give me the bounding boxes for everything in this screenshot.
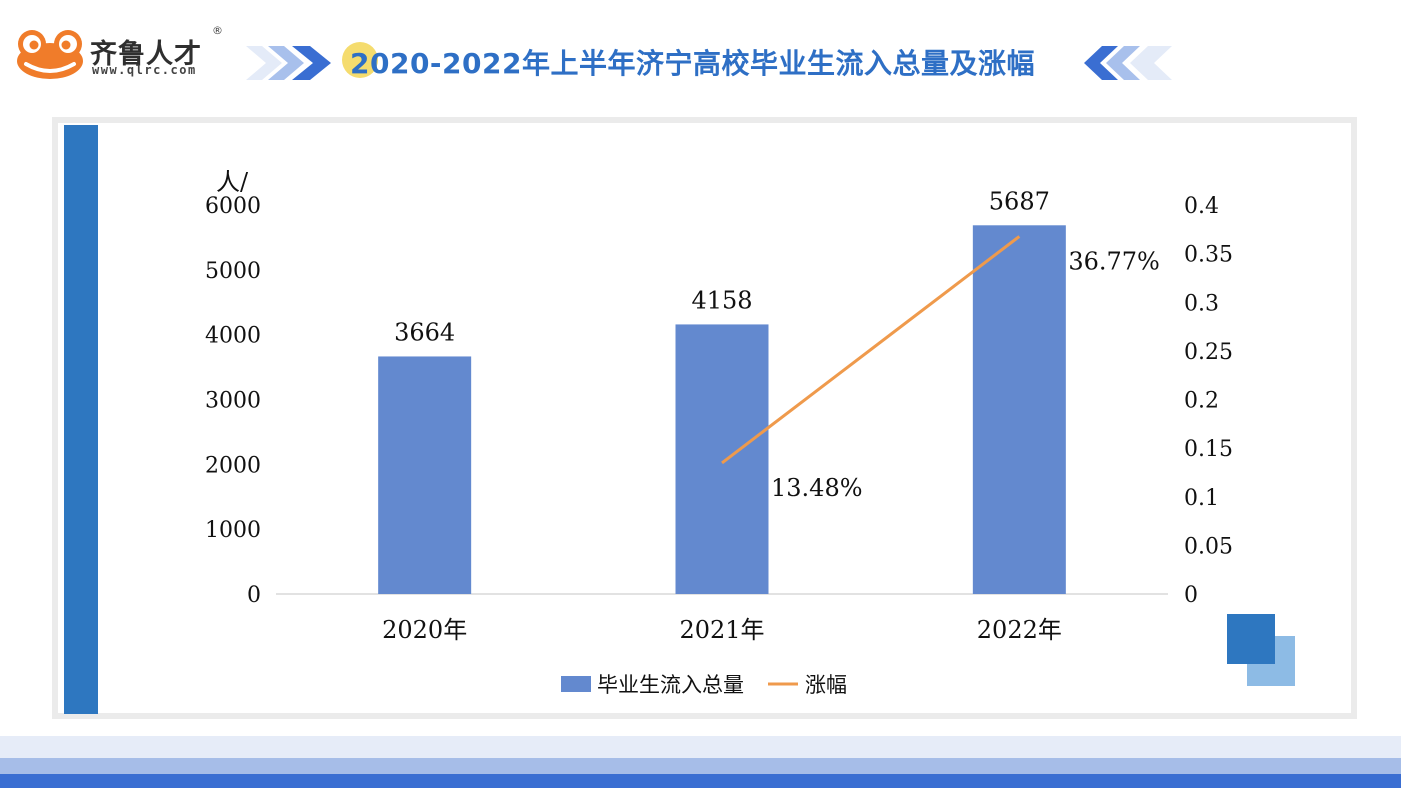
footer-band-light [0,736,1401,758]
logo-url: www.qlrc.com [92,63,197,77]
bar-data-label: 3664 [394,318,455,346]
growth-line [721,235,1021,465]
chart-card [52,117,1357,719]
y2-tick-label: 0 [1184,583,1198,608]
x-tick-label: 2021年 [679,616,764,644]
y2-tick-label: 0.25 [1184,340,1233,365]
y-tick-label: 4000 [205,324,261,349]
footer-band-dark [0,774,1401,788]
bar [378,356,472,594]
line-data-label: 13.48% [771,474,863,502]
card-accent-stripe [64,125,98,714]
right-chevrons-icon [1084,46,1172,80]
bar-data-label: 4158 [691,286,752,314]
logo: 齐鲁人才 ® www.qlrc.com [14,24,229,84]
y2-tick-label: 0.4 [1184,194,1219,219]
frog-logo-icon [17,30,83,79]
legend-label-line: 涨幅 [805,673,847,697]
registered-mark: ® [212,24,223,37]
y-tick-label: 6000 [205,194,261,219]
decor-square-dark [1227,614,1275,664]
bar-data-label: 5687 [989,187,1050,215]
y-tick-label: 3000 [205,389,261,414]
x-tick-label: 2022年 [977,616,1062,644]
y-tick-label: 2000 [205,453,261,478]
bar [972,225,1066,594]
y2-tick-label: 0.1 [1184,486,1219,511]
y2-tick-label: 0.05 [1184,534,1233,559]
footer-band-mid [0,758,1401,774]
y2-tick-label: 0.35 [1184,243,1233,268]
title-circle-accent [342,42,378,78]
logo-name: 齐鲁人才 [90,39,202,70]
title-decoration [246,46,1172,80]
page-title: 2020-2022年上半年济宁高校毕业生流入总量及涨幅 [350,47,1035,80]
y-tick-label: 1000 [205,518,261,543]
line-data-label: 36.77% [1068,247,1160,275]
x-tick-label: 2020年 [382,616,467,644]
y-axis-label: 人/ [216,168,249,196]
y2-tick-label: 0.2 [1184,389,1219,414]
legend-swatch-bar [561,676,591,692]
bar [675,324,769,594]
y-tick-label: 5000 [205,259,261,284]
legend: 毕业生流入总量 涨幅 [561,673,847,697]
y2-tick-label: 0.15 [1184,437,1233,462]
legend-label-bar: 毕业生流入总量 [597,673,744,697]
left-chevrons-icon [246,46,331,80]
y2-tick-label: 0.3 [1184,291,1219,316]
y-tick-label: 0 [247,583,261,608]
